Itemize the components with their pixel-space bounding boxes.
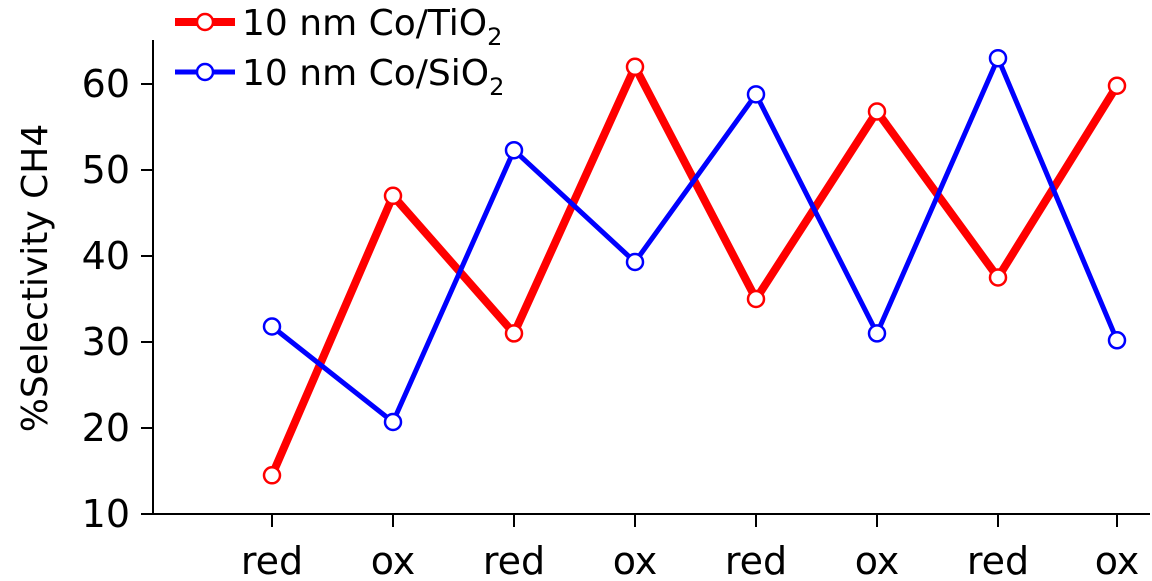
y-tick-label: 20	[82, 406, 130, 450]
legend-label: 10 nm Co/TiO2	[242, 3, 502, 51]
data-point	[383, 186, 403, 206]
y-tick-label: 50	[82, 148, 130, 192]
data-point	[867, 102, 887, 121]
y-ticks: 10 20 30 40 50 60	[82, 62, 153, 536]
series-line	[268, 57, 1121, 477]
data-point	[988, 268, 1008, 287]
data-point	[504, 324, 524, 343]
x-tick-label: ox	[613, 539, 658, 581]
legend-label-main: 10 nm Co/TiO	[242, 3, 487, 44]
legend-label: 10 nm Co/SiO2	[242, 53, 504, 101]
data-point	[1107, 76, 1127, 95]
data-point	[625, 252, 645, 272]
legend-item: 10 nm Co/SiO2	[175, 53, 504, 101]
y-axis-title: %Selectivity CH4	[15, 124, 56, 433]
x-tick-label: red	[967, 539, 1029, 581]
data-point	[746, 85, 766, 104]
x-tick-label: ox	[1095, 539, 1140, 581]
data-point	[1107, 331, 1127, 350]
x-tick-label: red	[483, 539, 545, 581]
data-point	[988, 48, 1008, 68]
legend-label-main: 10 nm Co/SiO	[242, 53, 489, 94]
x-tick-label: red	[725, 539, 787, 581]
axes	[152, 40, 1150, 515]
x-tick-label: ox	[855, 539, 900, 581]
series-layer	[262, 48, 1127, 485]
legend-label-subscript: 2	[487, 23, 502, 51]
legend-item: 10 nm Co/TiO2	[175, 3, 502, 51]
series-line	[270, 51, 1120, 426]
data-point	[746, 289, 766, 309]
legend-swatch-marker	[195, 62, 215, 82]
data-point	[383, 412, 403, 432]
data-point	[625, 57, 645, 77]
x-tick-label: ox	[371, 539, 416, 581]
x-tick-label: red	[241, 539, 303, 581]
y-tick-label: 60	[82, 62, 130, 106]
series-1	[262, 57, 1127, 485]
legend-label-subscript: 2	[489, 73, 504, 101]
data-point	[504, 140, 524, 160]
y-tick-label: 10	[82, 492, 130, 536]
x-ticks: red ox red ox red ox red ox	[241, 514, 1139, 581]
data-point	[262, 466, 282, 485]
legend-swatch-marker	[195, 12, 215, 32]
data-point	[867, 324, 887, 343]
y-tick-label: 30	[82, 320, 130, 364]
y-tick-label: 40	[82, 234, 130, 278]
series-2	[262, 48, 1127, 432]
data-point	[262, 317, 282, 336]
